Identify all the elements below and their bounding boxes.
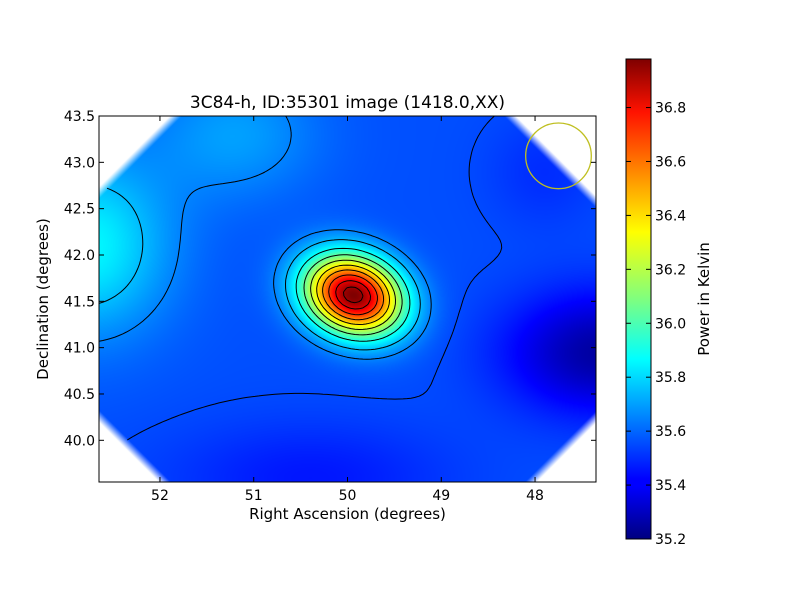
contour-line (99, 187, 421, 351)
colorbar-tick-label: 35.6 (655, 424, 686, 440)
contour-line (316, 264, 390, 325)
colorbar-tick-label: 35.4 (655, 478, 686, 494)
contour-line (335, 280, 371, 310)
colorbar-tick-label: 36.2 (655, 262, 686, 278)
chart-title: 3C84-h, ID:35301 image (1418.0,XX) (190, 93, 505, 113)
y-tick-label: 40.5 (64, 387, 95, 403)
contour-line (310, 259, 396, 330)
contour-line (127, 116, 503, 441)
colorbar-tick-label: 36.6 (655, 154, 686, 170)
x-axis-label: Right Ascension (degrees) (249, 505, 446, 523)
contour-line (328, 274, 378, 316)
y-axis: 40.0 40.5 41.0 41.5 42.0 42.5 43.0 43.5 (64, 109, 596, 449)
colorbar-tick-label: 36.8 (655, 101, 686, 117)
y-axis-label: Declination (degrees) (34, 218, 52, 380)
colorbar-label: Power in Kelvin (695, 242, 713, 356)
y-tick-label: 41.5 (64, 294, 95, 310)
heatmap-image (99, 116, 596, 482)
contour-line (343, 286, 364, 304)
colorbar-tick-label: 36.4 (655, 208, 686, 224)
contour-line (99, 116, 432, 360)
y-tick-label: 42.0 (64, 248, 95, 264)
y-tick-label: 41.0 (64, 341, 95, 357)
colorbar-tick-label: 36.0 (655, 316, 686, 332)
beam-circle (525, 122, 592, 190)
contour-lines (99, 116, 503, 441)
x-tick-label: 48 (526, 488, 544, 504)
y-tick-label: 43.5 (64, 109, 95, 125)
y-tick-label: 42.5 (64, 202, 95, 218)
colorbar-tick-label: 35.2 (655, 532, 686, 548)
x-axis: 52 51 50 49 48 (151, 116, 544, 504)
x-tick-label: 51 (245, 488, 263, 504)
colorbar-ticks: 35.2 35.4 35.6 35.8 36.0 36.2 36.4 36.6 36.8 (626, 101, 686, 548)
x-tick-label: 50 (339, 488, 357, 504)
x-tick-label: 52 (151, 488, 169, 504)
colorbar-gradient (626, 59, 651, 539)
y-tick-label: 40.0 (64, 433, 95, 449)
y-tick-label: 43.0 (64, 155, 95, 171)
colorbar-frame (625, 58, 652, 540)
plot-area (98, 115, 597, 483)
colorbar-tick-label: 35.8 (655, 370, 686, 386)
contour-line (322, 269, 385, 321)
x-tick-label: 49 (432, 488, 450, 504)
colorbar: 35.2 35.4 35.6 35.8 36.0 36.2 36.4 36.6 36.8 Pow… (625, 58, 713, 548)
contour-line (303, 254, 403, 336)
contour-line (295, 247, 411, 342)
